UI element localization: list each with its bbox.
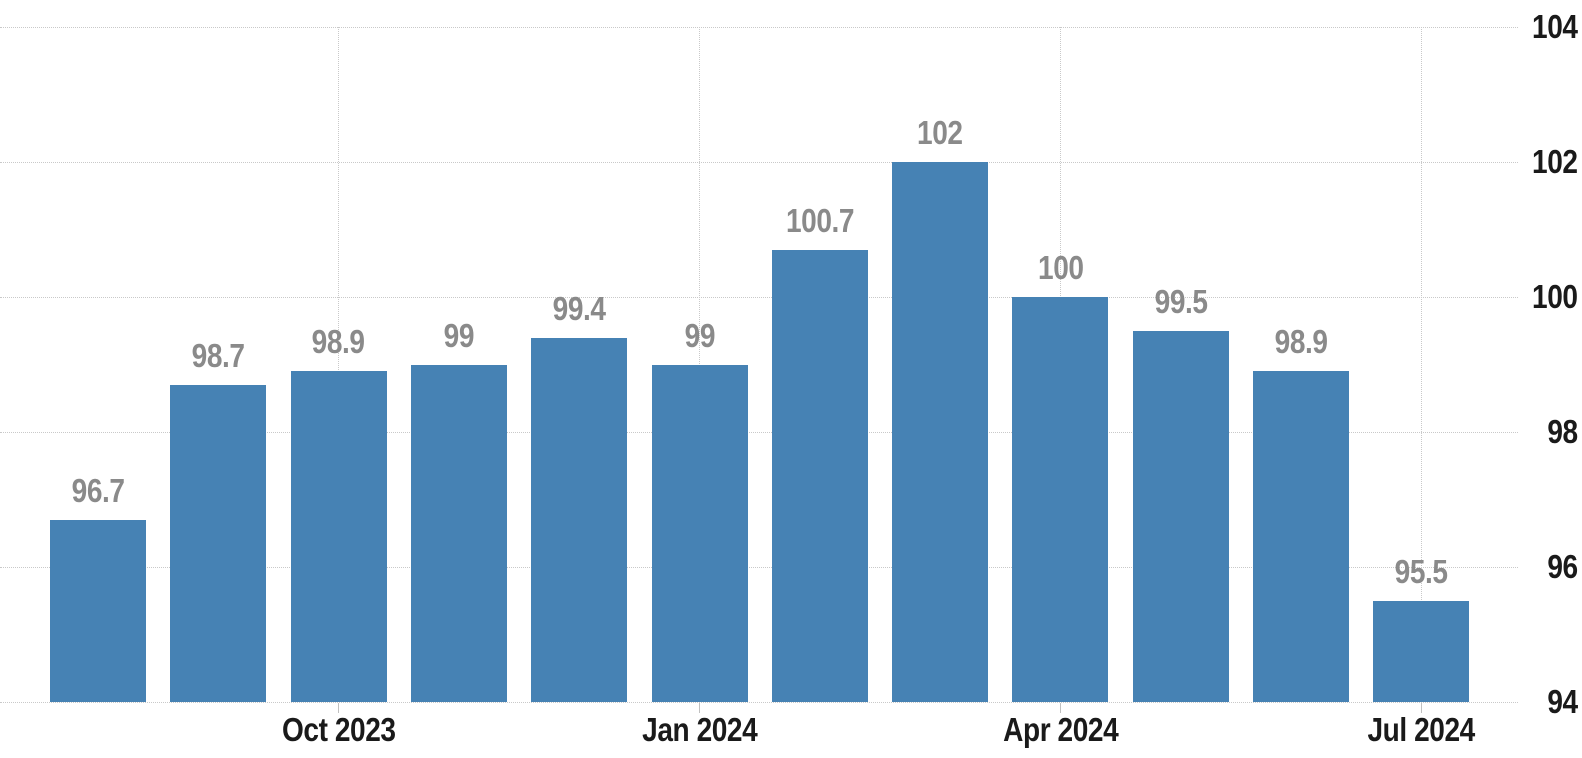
label-text: Jan 2024 xyxy=(641,711,758,748)
gridline-horizontal xyxy=(0,566,1518,568)
x-axis-label: Apr 2024 xyxy=(950,713,1170,747)
label-text: 99.5 xyxy=(1154,282,1208,320)
x-axis-label: Jul 2024 xyxy=(1311,713,1531,747)
y-axis-label: 102 xyxy=(1488,145,1578,179)
label-text: 96 xyxy=(1547,548,1579,585)
label-text: 98.9 xyxy=(1274,323,1328,361)
gridline-vertical xyxy=(1420,27,1422,702)
label-text: 102 xyxy=(917,114,963,151)
bar-value-label: 98.7 xyxy=(133,336,303,374)
label-text: 100.7 xyxy=(785,201,855,239)
bar[interactable] xyxy=(892,162,989,702)
gridline-horizontal xyxy=(0,296,1518,298)
bar-value-label: 99.4 xyxy=(494,289,664,327)
gridline-horizontal xyxy=(0,161,1518,163)
gridline-vertical xyxy=(338,27,340,702)
bar-value-label: 98.9 xyxy=(254,325,424,359)
label-text: 98 xyxy=(1547,413,1579,450)
x-axis-label: Oct 2023 xyxy=(229,713,449,747)
bar[interactable] xyxy=(410,364,507,702)
x-axis-tick xyxy=(699,703,700,713)
bar[interactable] xyxy=(50,519,146,702)
label-text: Oct 2023 xyxy=(281,711,396,748)
bar[interactable] xyxy=(651,364,748,702)
bar[interactable] xyxy=(531,337,628,702)
label-text: Jul 2024 xyxy=(1367,711,1476,748)
bar[interactable] xyxy=(771,249,868,702)
label-text: 100 xyxy=(1037,249,1084,286)
bar-value-label: 100.7 xyxy=(735,201,905,239)
bar-value-label: 98.9 xyxy=(1216,325,1386,359)
x-axis-label: Jan 2024 xyxy=(590,713,810,747)
gridline-horizontal xyxy=(0,431,1518,433)
gridline-horizontal xyxy=(0,701,1518,703)
bar-value-label: 100 xyxy=(975,251,1145,285)
label-text: 104 xyxy=(1532,8,1578,45)
label-text: 99.4 xyxy=(552,289,606,327)
y-axis-label: 104 xyxy=(1488,10,1578,44)
gridline-horizontal xyxy=(0,26,1518,28)
bar[interactable] xyxy=(170,384,267,702)
label-text: 95.5 xyxy=(1394,552,1448,590)
bar-value-label: 99 xyxy=(374,316,544,354)
bar[interactable] xyxy=(1253,371,1349,702)
x-axis-tick xyxy=(1059,703,1061,713)
x-axis-tick xyxy=(1420,703,1422,713)
bar[interactable] xyxy=(1132,330,1229,702)
bar[interactable] xyxy=(290,371,387,702)
bar-value-label: 99.5 xyxy=(1096,282,1266,320)
label-text: 96.7 xyxy=(71,471,125,509)
y-axis-label: 98 xyxy=(1488,413,1579,450)
label-text: 94 xyxy=(1547,683,1579,720)
bar[interactable] xyxy=(1012,297,1109,702)
label-text: 98.7 xyxy=(191,336,245,374)
x-axis-tick xyxy=(338,703,340,713)
label-text: 99 xyxy=(684,316,715,354)
label-text: 98.9 xyxy=(312,323,366,361)
label-text: 99 xyxy=(443,316,475,354)
bar[interactable] xyxy=(1373,600,1470,702)
y-axis-label: 100 xyxy=(1488,280,1578,314)
bar-value-label: 102 xyxy=(855,116,1025,150)
bar-value-label: 96.7 xyxy=(13,471,183,509)
y-axis-label: 96 xyxy=(1488,548,1579,585)
label-text: Apr 2024 xyxy=(1002,711,1119,748)
bar-value-label: 99 xyxy=(615,316,785,354)
bar-value-label: 95.5 xyxy=(1336,552,1506,590)
label-text: 100 xyxy=(1532,278,1578,315)
y-axis-label: 94 xyxy=(1488,683,1579,720)
label-text: 102 xyxy=(1532,143,1578,180)
